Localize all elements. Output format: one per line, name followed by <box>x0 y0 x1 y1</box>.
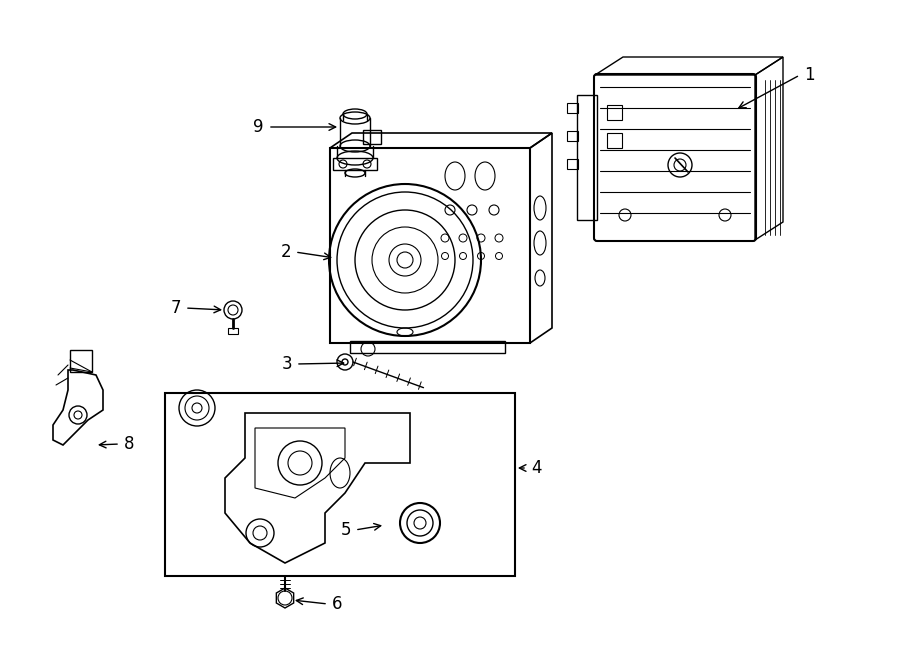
Text: 8: 8 <box>124 435 134 453</box>
Text: 2: 2 <box>281 243 291 261</box>
Text: 4: 4 <box>531 459 542 477</box>
Bar <box>363 130 381 144</box>
Text: 9: 9 <box>254 118 264 136</box>
Bar <box>330 148 530 343</box>
Text: 3: 3 <box>282 355 292 373</box>
Bar <box>350 341 505 353</box>
Bar <box>333 158 377 170</box>
Text: 5: 5 <box>340 521 351 539</box>
Text: 7: 7 <box>170 299 181 317</box>
Bar <box>228 328 238 334</box>
Bar <box>70 350 92 372</box>
Text: 6: 6 <box>332 595 343 613</box>
Bar <box>165 393 515 576</box>
Bar <box>607 105 622 120</box>
Bar <box>567 103 578 113</box>
Bar <box>577 95 597 220</box>
Text: 1: 1 <box>804 66 814 84</box>
Bar <box>567 159 578 169</box>
Bar <box>567 131 578 141</box>
Bar <box>607 133 622 148</box>
